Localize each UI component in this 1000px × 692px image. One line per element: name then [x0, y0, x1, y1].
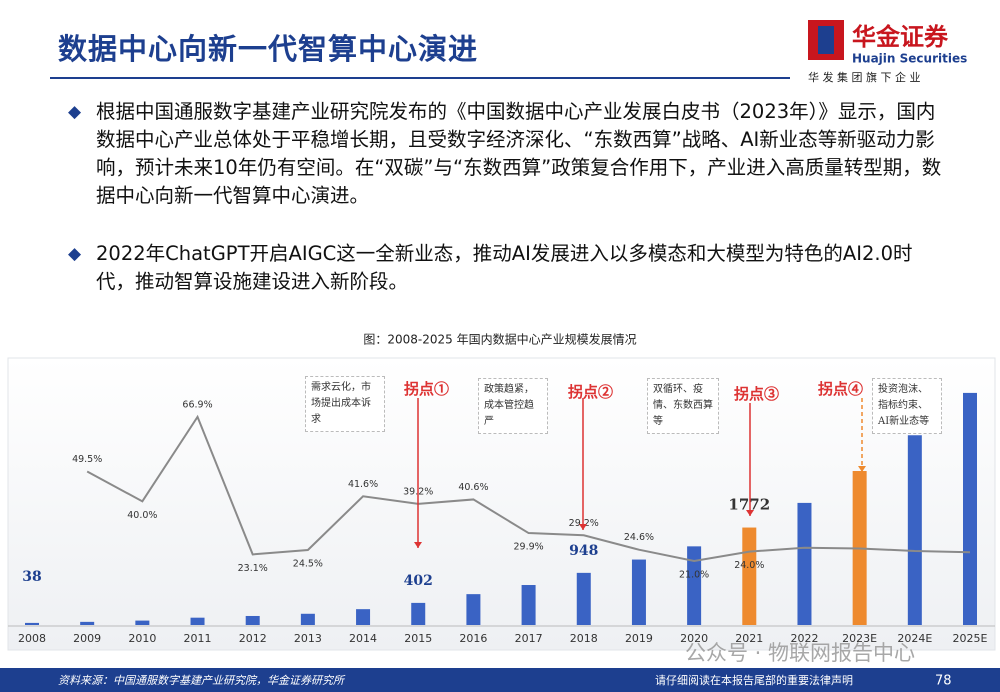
turning-point-label: 拐点③ [734, 385, 780, 403]
bar-value-label: 38 [22, 569, 41, 585]
turning-point-label: 拐点④ [818, 380, 864, 398]
arrow-head [858, 466, 866, 472]
x-tick-label: 2022 [790, 632, 818, 645]
arrow-head [579, 524, 587, 530]
bar [687, 546, 702, 625]
x-tick-label: 2011 [184, 632, 212, 645]
callout: 政策趋紧，成本管控趋严 [478, 378, 548, 434]
x-tick-label: 2023E [842, 632, 877, 645]
arrow-head [414, 542, 422, 548]
bar [135, 620, 150, 625]
bar [521, 585, 536, 625]
bar [576, 572, 591, 625]
line-value-label: 29.9% [513, 542, 543, 553]
bar [907, 435, 922, 625]
line-value-label: 24.6% [624, 532, 654, 543]
watermark: 公众号 · 物联网报告中心 [685, 641, 915, 665]
logo-english: Huajin Securities [852, 52, 967, 66]
turning-point-label: 拐点② [568, 383, 614, 401]
line-value-label: 29.2% [569, 518, 599, 529]
x-tick-label: 2025E [953, 632, 988, 645]
bar [411, 602, 426, 625]
line-value-label: 23.1% [238, 563, 268, 574]
x-tick-label: 2014 [349, 632, 377, 645]
line-value-label: 41.6% [348, 479, 378, 490]
bullet: ◆ 2022年ChatGPT开启AIGC这一全新业态，推动AI发展进入以多模态和大… [68, 240, 948, 296]
bar [356, 609, 371, 625]
x-tick-label: 2021 [735, 632, 763, 645]
x-tick-label: 2008 [18, 632, 46, 645]
bullet: ◆ 根据中国通服数字基建产业研究院发布的《中国数据中心产业发展白皮书（2023年）… [68, 98, 948, 210]
x-tick-label: 2020 [680, 632, 708, 645]
bar [80, 621, 95, 625]
x-tick-label: 2009 [73, 632, 101, 645]
line-value-label: 66.9% [182, 399, 212, 410]
line-value-label: 24.5% [293, 559, 323, 570]
bar [190, 617, 205, 625]
line-value-label: 40.0% [127, 510, 157, 521]
bar-value-label: 948 [569, 543, 598, 559]
bar [797, 502, 812, 625]
footer-source: 资料来源：中国通服数字基建产业研究院，华金证券研究所 [58, 674, 346, 687]
line-value-label: 21.0% [679, 570, 709, 581]
logo-tagline: 华 发 集 团 旗 下 企 业 [808, 70, 920, 84]
logo-icon-inner [818, 26, 834, 54]
bar [963, 392, 977, 625]
line-value-label: 40.6% [458, 482, 488, 493]
bar-value-label: 402 [404, 573, 433, 589]
footer-notice: 请仔细阅读在本报告尾部的重要法律声明 [655, 673, 853, 687]
title: 数据中心向新一代智算中心演进 [58, 32, 479, 66]
line-value-label: 24.0% [734, 560, 764, 571]
bar [25, 622, 39, 625]
bar [742, 527, 757, 625]
x-tick-label: 2015 [404, 632, 432, 645]
turning-point-label: 拐点① [404, 380, 450, 398]
callout: 需求云化，市场提出成本诉求 [305, 376, 385, 432]
bullet-text: 根据中国通服数字基建产业研究院发布的《中国数据中心产业发展白皮书（2023年）》… [96, 100, 942, 207]
bar [300, 613, 315, 625]
x-tick-label: 2012 [239, 632, 267, 645]
x-tick-label: 2013 [294, 632, 322, 645]
x-tick-label: 2017 [515, 632, 543, 645]
arrow-head [746, 510, 754, 516]
callout: 双循环、疫情、东数西算等 [647, 378, 719, 434]
bullet-text: 2022年ChatGPT开启AIGC这一全新业态，推动AI发展进入以多模态和大模… [96, 242, 913, 293]
x-tick-label: 2019 [625, 632, 653, 645]
page-number: 78 [935, 674, 952, 689]
x-tick-label: 2010 [128, 632, 156, 645]
footer-bar [0, 668, 1000, 692]
bar [631, 559, 646, 625]
line-value-label: 49.5% [72, 454, 102, 465]
bar [245, 615, 260, 625]
bar [466, 594, 481, 625]
callout: 投资泡沫、指标约束、AI新业态等 [872, 378, 942, 434]
growth-line [86, 414, 971, 563]
x-tick-label: 2018 [570, 632, 598, 645]
x-tick-label: 2016 [459, 632, 487, 645]
chart-title: 图：2008-2025 年国内数据中心产业规模发展情况 [363, 332, 636, 347]
logo-name: 华金证券 [852, 23, 949, 51]
x-tick-label: 2024E [897, 632, 932, 645]
